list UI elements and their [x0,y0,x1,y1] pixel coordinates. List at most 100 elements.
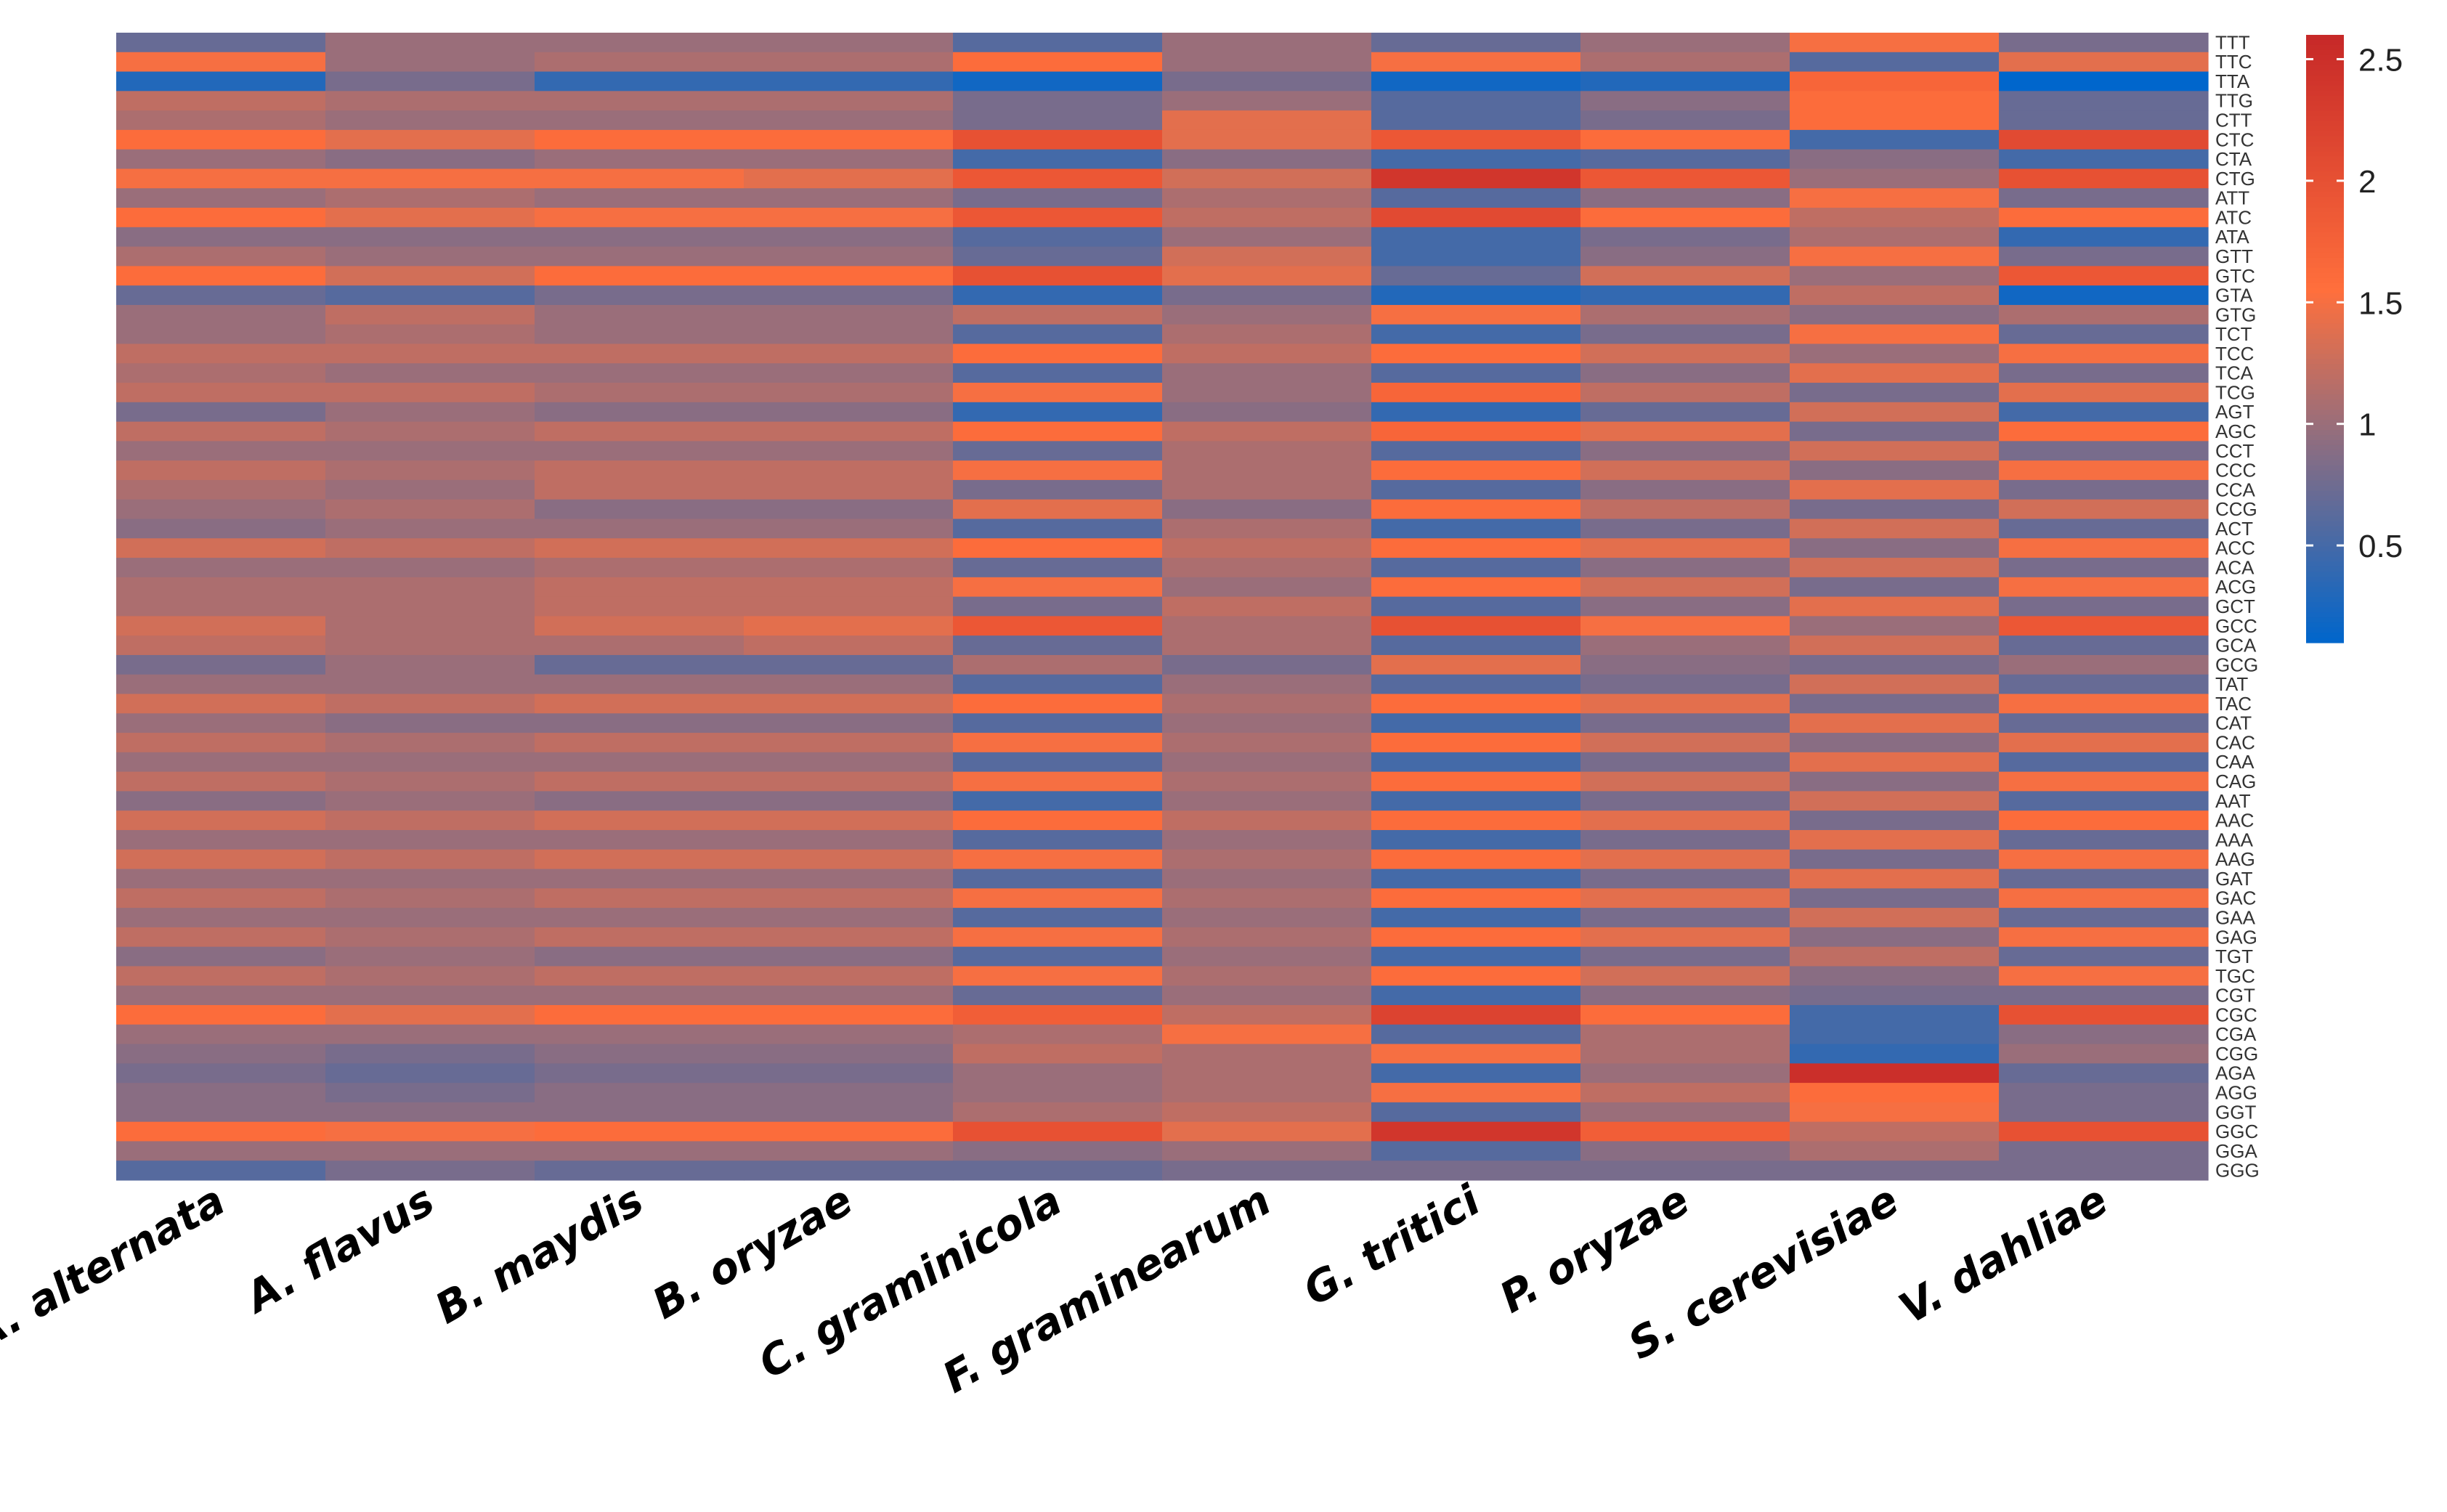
heatmap-cell [1162,344,1372,364]
heatmap-cell [535,285,744,306]
heatmap-cell [116,1161,326,1181]
heatmap-cell [116,635,326,656]
heatmap-cell [1162,227,1372,248]
heatmap-cell [1371,499,1581,520]
heatmap-cell [116,52,326,73]
heatmap-cell [744,227,954,248]
heatmap-cell [1371,946,1581,967]
heatmap-cell [1371,927,1581,948]
colorbar-segment [2306,505,2344,512]
heatmap-cell [1162,558,1372,578]
row-label-caa: CAA [2215,751,2255,773]
row-label-ctt: CTT [2215,110,2252,131]
heatmap-cell [953,285,1163,306]
colorbar-segment [2306,60,2344,66]
heatmap-cell [744,771,954,792]
heatmap-cell [535,791,744,811]
heatmap-cell [1999,188,2209,208]
colorbar-segment [2306,354,2344,359]
heatmap-cell [535,577,744,598]
heatmap-cell [1790,538,2000,558]
row-label-acc: ACC [2215,537,2255,559]
heatmap-cell [1790,713,2000,733]
heatmap-cell [1999,635,2209,656]
heatmap-cell [1790,771,2000,792]
heatmap-cell [1580,791,1790,811]
row-label-tac: TAC [2215,693,2252,715]
colorbar-segment [2306,35,2344,41]
colorbar-segment [2306,399,2344,405]
colorbar-segment [2306,232,2344,238]
heatmap-cell [953,208,1163,228]
colorbar-segment [2306,171,2344,177]
heatmap-cell [1790,849,2000,870]
heatmap-cell [1999,1141,2209,1161]
heatmap-cell [953,1161,1163,1181]
heatmap-cell [953,324,1163,345]
heatmap-cell [1371,869,1581,889]
heatmap-cell [1371,538,1581,558]
heatmap-cell [535,1102,744,1123]
heatmap-cell [535,908,744,928]
heatmap-cell [1371,810,1581,831]
heatmap-cell [744,1102,954,1123]
heatmap-cell [1790,344,2000,364]
heatmap-cell [744,791,954,811]
heatmap-cell [953,441,1163,461]
heatmap-cell [1790,168,2000,189]
heatmap-cell [1162,1083,1372,1103]
colorbar-segment [2306,572,2344,577]
heatmap-cell [1371,149,1581,170]
heatmap-cell [953,810,1163,831]
heatmap-cell [1371,596,1581,617]
row-label-tat: TAT [2215,673,2248,695]
heatmap-cell [116,499,326,520]
heatmap-cell [116,324,326,345]
heatmap-cell [1371,304,1581,325]
heatmap-cell [1580,733,1790,753]
heatmap-cell [1999,791,2209,811]
colorbar-segment [2306,197,2344,203]
heatmap-cell [535,558,744,578]
heatmap-cell [116,129,326,150]
heatmap-cell [1999,227,2209,248]
heatmap-cell [1162,383,1372,403]
heatmap-cell [1790,908,2000,928]
colorbar-segment [2306,587,2344,593]
heatmap-cell [953,733,1163,753]
heatmap-cell [325,538,535,558]
heatmap-cell [1790,421,2000,442]
heatmap-cell [535,91,744,111]
colorbar-segment [2306,115,2344,122]
colorbar-segment [2306,212,2344,218]
heatmap-cell [1580,149,1790,170]
colorbar-segment [2306,561,2344,567]
heatmap-cell [1580,616,1790,636]
colorbar-segment [2306,247,2344,253]
heatmap-cell [535,869,744,889]
heatmap-cell [116,733,326,753]
colorbar-segment [2306,516,2344,522]
row-label-cgg: CGG [2215,1043,2258,1065]
colorbar-segment [2306,277,2344,284]
heatmap-cell [1580,577,1790,598]
row-label-aag: AAG [2215,848,2255,870]
colorbar-segment [2306,470,2344,476]
heatmap-cell [953,499,1163,520]
heatmap-cell [1580,829,1790,850]
heatmap-cell [1371,479,1581,500]
heatmap-cell [1999,577,2209,598]
heatmap-cell [116,1141,326,1161]
heatmap-cell [1790,246,2000,267]
heatmap-cell [116,869,326,889]
colorbar-segment [2306,49,2344,56]
heatmap-cell [1580,869,1790,889]
heatmap-cell [1371,246,1581,267]
heatmap-cell [744,285,954,306]
colorbar-segment [2306,450,2344,456]
color-scale-legend [2306,35,2344,643]
heatmap-cell [535,344,744,364]
heatmap-cell [953,752,1163,773]
heatmap-cells [116,33,2209,1181]
heatmap-cell [744,324,954,345]
